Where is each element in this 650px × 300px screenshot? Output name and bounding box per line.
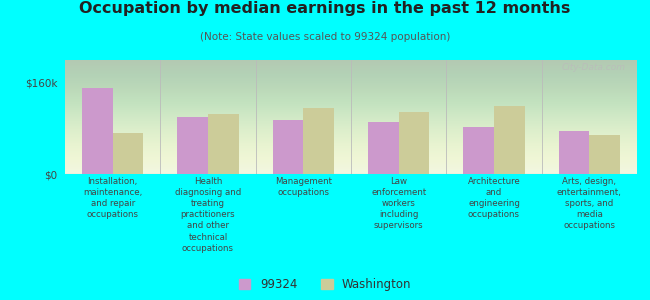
Text: Architecture
and
engineering
occupations: Architecture and engineering occupations [467,177,521,219]
Bar [208,114,239,174]
Bar [368,122,398,174]
Bar [494,106,525,174]
Bar [112,133,143,174]
Text: Arts, design,
entertainment,
sports, and
media
occupations: Arts, design, entertainment, sports, and… [557,177,622,230]
Text: Occupation by median earnings in the past 12 months: Occupation by median earnings in the pas… [79,2,571,16]
Bar [304,108,334,174]
Bar [463,127,494,174]
Text: Installation,
maintenance,
and repair
occupations: Installation, maintenance, and repair oc… [83,177,142,219]
Text: Law
enforcement
workers
including
supervisors: Law enforcement workers including superv… [371,177,426,230]
Bar [177,117,208,174]
Text: Health
diagnosing and
treating
practitioners
and other
technical
occupations: Health diagnosing and treating practitio… [175,177,241,253]
Bar [398,112,429,174]
Text: (Note: State values scaled to 99324 population): (Note: State values scaled to 99324 popu… [200,32,450,41]
Legend: 99324, Washington: 99324, Washington [239,278,411,291]
Bar [590,135,620,174]
Bar [82,88,112,174]
Text: Management
occupations: Management occupations [275,177,332,197]
Bar [273,120,304,174]
Text: City-Data.com: City-Data.com [562,63,625,72]
Bar [559,131,590,174]
